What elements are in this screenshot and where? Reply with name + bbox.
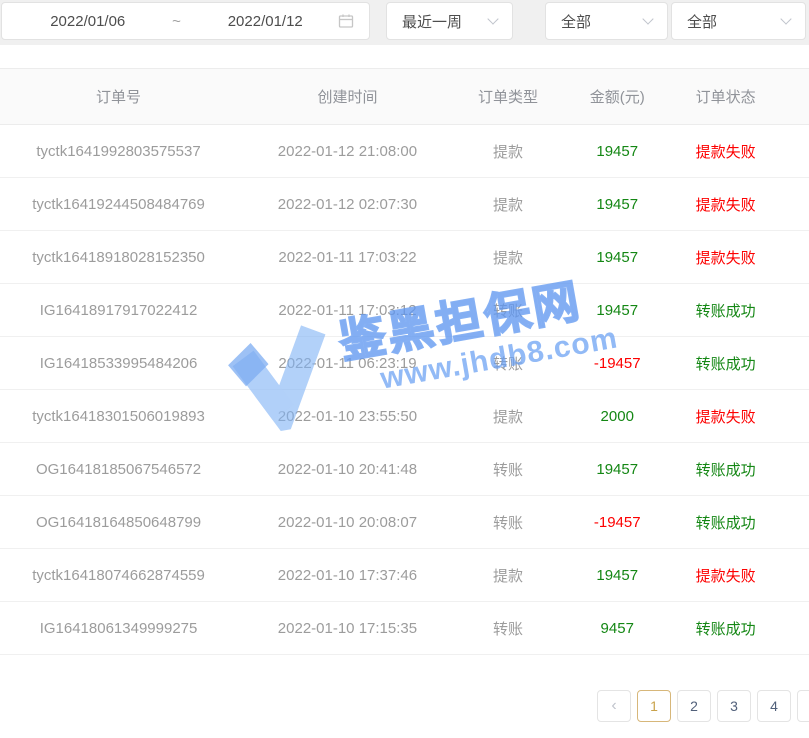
- status-cell: 提款失败: [676, 548, 809, 602]
- table-row: tyctk1641992803575537 2022-01-12 21:08:0…: [0, 124, 809, 178]
- pagination: ‹ 1 2 3 4: [597, 690, 809, 722]
- created-cell: 2022-01-10 17:15:35: [237, 601, 458, 655]
- status-cell: 提款失败: [676, 389, 809, 443]
- status-cell: 转账成功: [676, 283, 809, 337]
- order-type-value: 全部: [561, 13, 592, 31]
- order-status-select[interactable]: 全部: [671, 2, 806, 40]
- status-cell: 转账成功: [676, 495, 809, 549]
- page-button-3[interactable]: 3: [717, 690, 751, 722]
- type-cell: 转账: [457, 336, 559, 390]
- order-no-cell: IG16418061349999275: [0, 601, 238, 655]
- order-no-cell: OG16418185067546572: [0, 442, 238, 496]
- type-cell: 提款: [457, 177, 559, 231]
- page-button-2[interactable]: 2: [677, 690, 711, 722]
- order-status-value: 全部: [687, 13, 718, 31]
- created-cell: 2022-01-10 20:08:07: [237, 495, 458, 549]
- orders-table-card: 订单号 创建时间 订单类型 金额(元) 订单状态 tyctk1641992803…: [0, 68, 809, 655]
- amount-cell: 9457: [558, 601, 677, 655]
- table-row: tyctk16419244508484769 2022-01-12 02:07:…: [0, 177, 809, 231]
- column-header-order-no: 订单号: [0, 68, 238, 125]
- table-row: OG16418185067546572 2022-01-10 20:41:48 …: [0, 442, 809, 496]
- status-cell: 提款失败: [676, 124, 809, 178]
- calendar-icon[interactable]: [337, 13, 355, 29]
- amount-cell: 19457: [558, 283, 677, 337]
- prev-page-button[interactable]: ‹: [597, 690, 631, 722]
- created-cell: 2022-01-10 23:55:50: [237, 389, 458, 443]
- created-cell: 2022-01-10 17:37:46: [237, 548, 458, 602]
- created-cell: 2022-01-12 02:07:30: [237, 177, 458, 231]
- order-no-cell: IG16418533995484206: [0, 336, 238, 390]
- created-cell: 2022-01-12 21:08:00: [237, 124, 458, 178]
- table-row: IG16418917917022412 2022-01-11 17:03:12 …: [0, 283, 809, 337]
- created-cell: 2022-01-10 20:41:48: [237, 442, 458, 496]
- table-row: IG16418533995484206 2022-01-11 06:23:19 …: [0, 336, 809, 390]
- date-range-picker[interactable]: 2022/01/06 ~ 2022/01/12: [1, 2, 370, 40]
- page-button-4[interactable]: 4: [757, 690, 791, 722]
- order-no-cell: IG16418917917022412: [0, 283, 238, 337]
- page-button-1[interactable]: 1: [637, 690, 671, 722]
- amount-cell: 2000: [558, 389, 677, 443]
- status-cell: 转账成功: [676, 336, 809, 390]
- status-cell: 转账成功: [676, 601, 809, 655]
- amount-cell: 19457: [558, 230, 677, 284]
- page-button-partial[interactable]: [797, 690, 809, 722]
- amount-cell: 19457: [558, 548, 677, 602]
- type-cell: 提款: [457, 124, 559, 178]
- order-type-select[interactable]: 全部: [545, 2, 668, 40]
- order-no-cell: tyctk16418074662874559: [0, 548, 238, 602]
- amount-cell: -19457: [558, 495, 677, 549]
- type-cell: 提款: [457, 389, 559, 443]
- type-cell: 转账: [457, 601, 559, 655]
- order-no-cell: OG16418164850648799: [0, 495, 238, 549]
- type-cell: 转账: [457, 442, 559, 496]
- date-preset-select[interactable]: 最近一周: [386, 2, 513, 40]
- column-header-type: 订单类型: [457, 68, 559, 125]
- chevron-down-icon: [487, 13, 499, 25]
- start-date-value[interactable]: 2022/01/06: [50, 12, 126, 30]
- table-row: tyctk16418074662874559 2022-01-10 17:37:…: [0, 548, 809, 602]
- type-cell: 提款: [457, 548, 559, 602]
- status-cell: 提款失败: [676, 177, 809, 231]
- amount-cell: 19457: [558, 177, 677, 231]
- amount-cell: 19457: [558, 442, 677, 496]
- order-no-cell: tyctk16418301506019893: [0, 389, 238, 443]
- created-cell: 2022-01-11 17:03:22: [237, 230, 458, 284]
- order-no-cell: tyctk16418918028152350: [0, 230, 238, 284]
- column-header-status: 订单状态: [676, 68, 809, 125]
- table-row: OG16418164850648799 2022-01-10 20:08:07 …: [0, 495, 809, 549]
- type-cell: 提款: [457, 230, 559, 284]
- chevron-down-icon: [780, 13, 792, 25]
- chevron-down-icon: [642, 13, 654, 25]
- type-cell: 转账: [457, 283, 559, 337]
- column-header-created: 创建时间: [237, 68, 458, 125]
- orders-table: 订单号 创建时间 订单类型 金额(元) 订单状态 tyctk1641992803…: [0, 68, 809, 655]
- amount-cell: 19457: [558, 124, 677, 178]
- date-preset-value: 最近一周: [402, 13, 463, 31]
- date-separator: ~: [172, 12, 181, 30]
- type-cell: 转账: [457, 495, 559, 549]
- status-cell: 转账成功: [676, 442, 809, 496]
- table-row: tyctk16418918028152350 2022-01-11 17:03:…: [0, 230, 809, 284]
- created-cell: 2022-01-11 06:23:19: [237, 336, 458, 390]
- table-header-row: 订单号 创建时间 订单类型 金额(元) 订单状态: [0, 68, 809, 125]
- table-row: tyctk16418301506019893 2022-01-10 23:55:…: [0, 389, 809, 443]
- created-cell: 2022-01-11 17:03:12: [237, 283, 458, 337]
- end-date-value[interactable]: 2022/01/12: [227, 12, 303, 30]
- order-no-cell: tyctk16419244508484769: [0, 177, 238, 231]
- order-no-cell: tyctk1641992803575537: [0, 124, 238, 178]
- status-cell: 提款失败: [676, 230, 809, 284]
- filter-bar: 2022/01/06 ~ 2022/01/12 最近一周 全部 全部: [0, 0, 809, 45]
- amount-cell: -19457: [558, 336, 677, 390]
- column-header-amount: 金额(元): [558, 68, 677, 125]
- table-row: IG16418061349999275 2022-01-10 17:15:35 …: [0, 601, 809, 655]
